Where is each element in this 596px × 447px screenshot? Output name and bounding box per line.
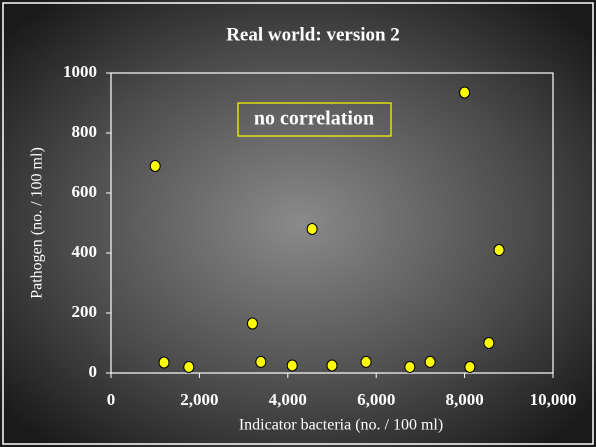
point (306, 223, 318, 235)
chart-title: Real world: version 2 (226, 24, 400, 45)
x-tick-label: 8,000 (445, 390, 483, 409)
point (459, 86, 471, 99)
y-axis-label: Pathogen (no. / 100 ml) (29, 147, 46, 299)
x-tick-label: 4,000 (269, 390, 307, 409)
y-tick-label: 600 (72, 182, 98, 201)
y-tick-label: 800 (72, 122, 98, 141)
point (360, 355, 372, 368)
point (255, 355, 267, 368)
point (483, 337, 495, 349)
point (286, 359, 298, 372)
point (424, 355, 436, 368)
point (246, 317, 258, 330)
point (149, 160, 161, 172)
point (404, 361, 416, 373)
point (158, 356, 170, 369)
plot-frame (110, 72, 554, 374)
y-tick-label: 400 (72, 242, 98, 261)
point (326, 359, 338, 372)
x-tick-label: 6,000 (357, 390, 395, 409)
annotation-box (237, 102, 392, 137)
x-tick-label: 10,000 (530, 390, 577, 409)
point (464, 361, 476, 373)
point (183, 361, 195, 373)
y-tick-label: 200 (72, 302, 98, 321)
x-axis-label: Indicator bacteria (no. / 100 ml) (239, 417, 443, 434)
x-tick-label: 2,000 (180, 390, 218, 409)
point (493, 244, 505, 256)
annotation: no correlation (254, 108, 374, 130)
y-tick-label: 0 (89, 362, 98, 381)
y-tick-label: 1000 (63, 62, 97, 81)
x-tick-label: 0 (107, 390, 116, 409)
